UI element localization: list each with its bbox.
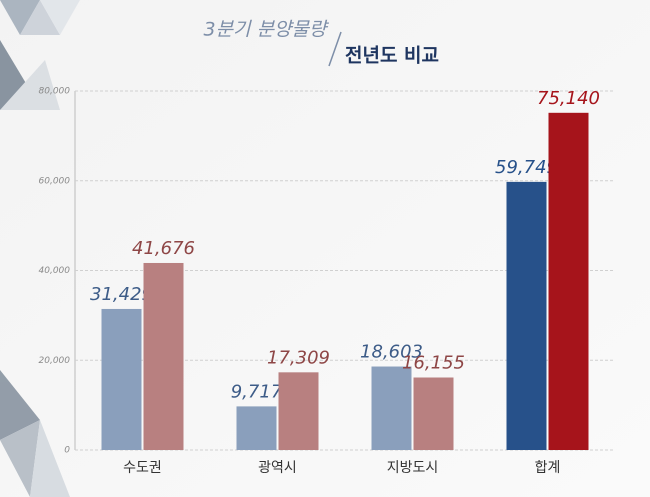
chart-subtitle: 전년도 비교 bbox=[345, 45, 439, 67]
bar bbox=[101, 308, 142, 450]
value-label: 41,676 bbox=[132, 238, 195, 259]
y-tick-label: 20,000 bbox=[39, 356, 71, 366]
y-tick-label: 60,000 bbox=[39, 176, 71, 186]
bar bbox=[548, 112, 589, 450]
value-label: 75,140 bbox=[537, 88, 600, 109]
value-label: 31,429 bbox=[90, 284, 153, 305]
value-label: 9,717 bbox=[231, 381, 283, 402]
chart-title: 3분기 분양물량 bbox=[203, 19, 330, 41]
title-divider bbox=[328, 31, 342, 67]
x-tick-label: 지방도시 bbox=[387, 460, 439, 476]
bar bbox=[236, 406, 277, 450]
bar bbox=[278, 372, 319, 450]
bar bbox=[371, 366, 412, 450]
y-tick-label: 0 bbox=[64, 446, 70, 456]
x-tick-label: 광역시 bbox=[258, 460, 297, 476]
bar bbox=[506, 181, 547, 451]
x-tick-label: 수도권 bbox=[123, 460, 162, 476]
value-label: 18,603 bbox=[360, 342, 423, 363]
bar bbox=[143, 262, 184, 450]
y-tick-label: 40,000 bbox=[39, 266, 71, 276]
decoration bbox=[0, 0, 80, 497]
value-label: 59,749 bbox=[495, 157, 558, 178]
bar bbox=[413, 377, 454, 450]
value-label: 17,309 bbox=[267, 347, 330, 368]
y-tick-label: 80,000 bbox=[39, 87, 71, 97]
x-tick-label: 합계 bbox=[535, 460, 561, 476]
value-label: 16,155 bbox=[402, 353, 465, 374]
